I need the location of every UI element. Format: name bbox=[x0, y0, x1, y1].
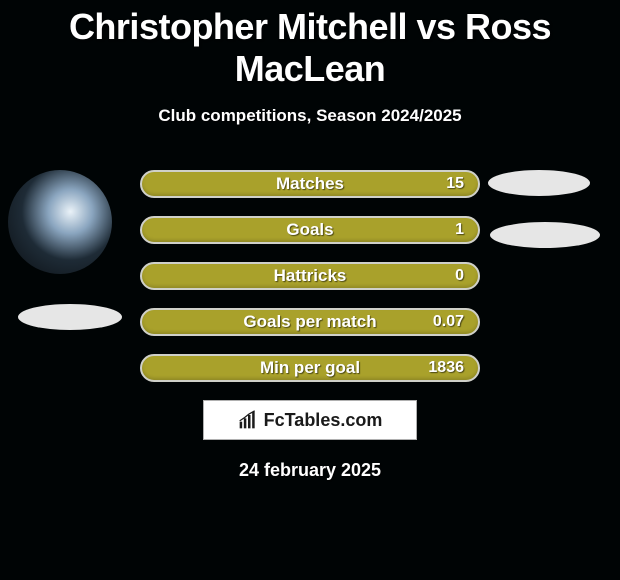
page-title: Christopher Mitchell vs Ross MacLean bbox=[0, 0, 620, 90]
bar-label: Matches bbox=[142, 172, 478, 196]
stat-bars: Matches 15 Goals 1 Hattricks 0 Goals per… bbox=[140, 170, 480, 382]
fctables-text: FcTables.com bbox=[264, 410, 383, 431]
bar-min-per-goal: Min per goal 1836 bbox=[140, 354, 480, 382]
bar-value: 1 bbox=[455, 218, 464, 242]
bar-goals: Goals 1 bbox=[140, 216, 480, 244]
player-right-avatar-oval bbox=[488, 170, 590, 196]
player-right-name-oval bbox=[490, 222, 600, 248]
player-left-name-oval bbox=[18, 304, 122, 330]
bar-matches: Matches 15 bbox=[140, 170, 480, 198]
player-left-avatar bbox=[8, 170, 112, 274]
date-text: 24 february 2025 bbox=[0, 460, 620, 481]
bar-label: Goals bbox=[142, 218, 478, 242]
bar-goals-per-match: Goals per match 0.07 bbox=[140, 308, 480, 336]
fctables-badge[interactable]: FcTables.com bbox=[203, 400, 417, 440]
bar-value: 0 bbox=[455, 264, 464, 288]
chart-icon bbox=[238, 410, 258, 430]
bar-label: Hattricks bbox=[142, 264, 478, 288]
bar-hattricks: Hattricks 0 bbox=[140, 262, 480, 290]
bar-value: 15 bbox=[446, 172, 464, 196]
bar-label: Goals per match bbox=[142, 310, 478, 334]
bar-value: 0.07 bbox=[433, 310, 464, 334]
comparison-area: Matches 15 Goals 1 Hattricks 0 Goals per… bbox=[0, 170, 620, 481]
bar-value: 1836 bbox=[428, 356, 464, 380]
subtitle: Club competitions, Season 2024/2025 bbox=[0, 106, 620, 126]
